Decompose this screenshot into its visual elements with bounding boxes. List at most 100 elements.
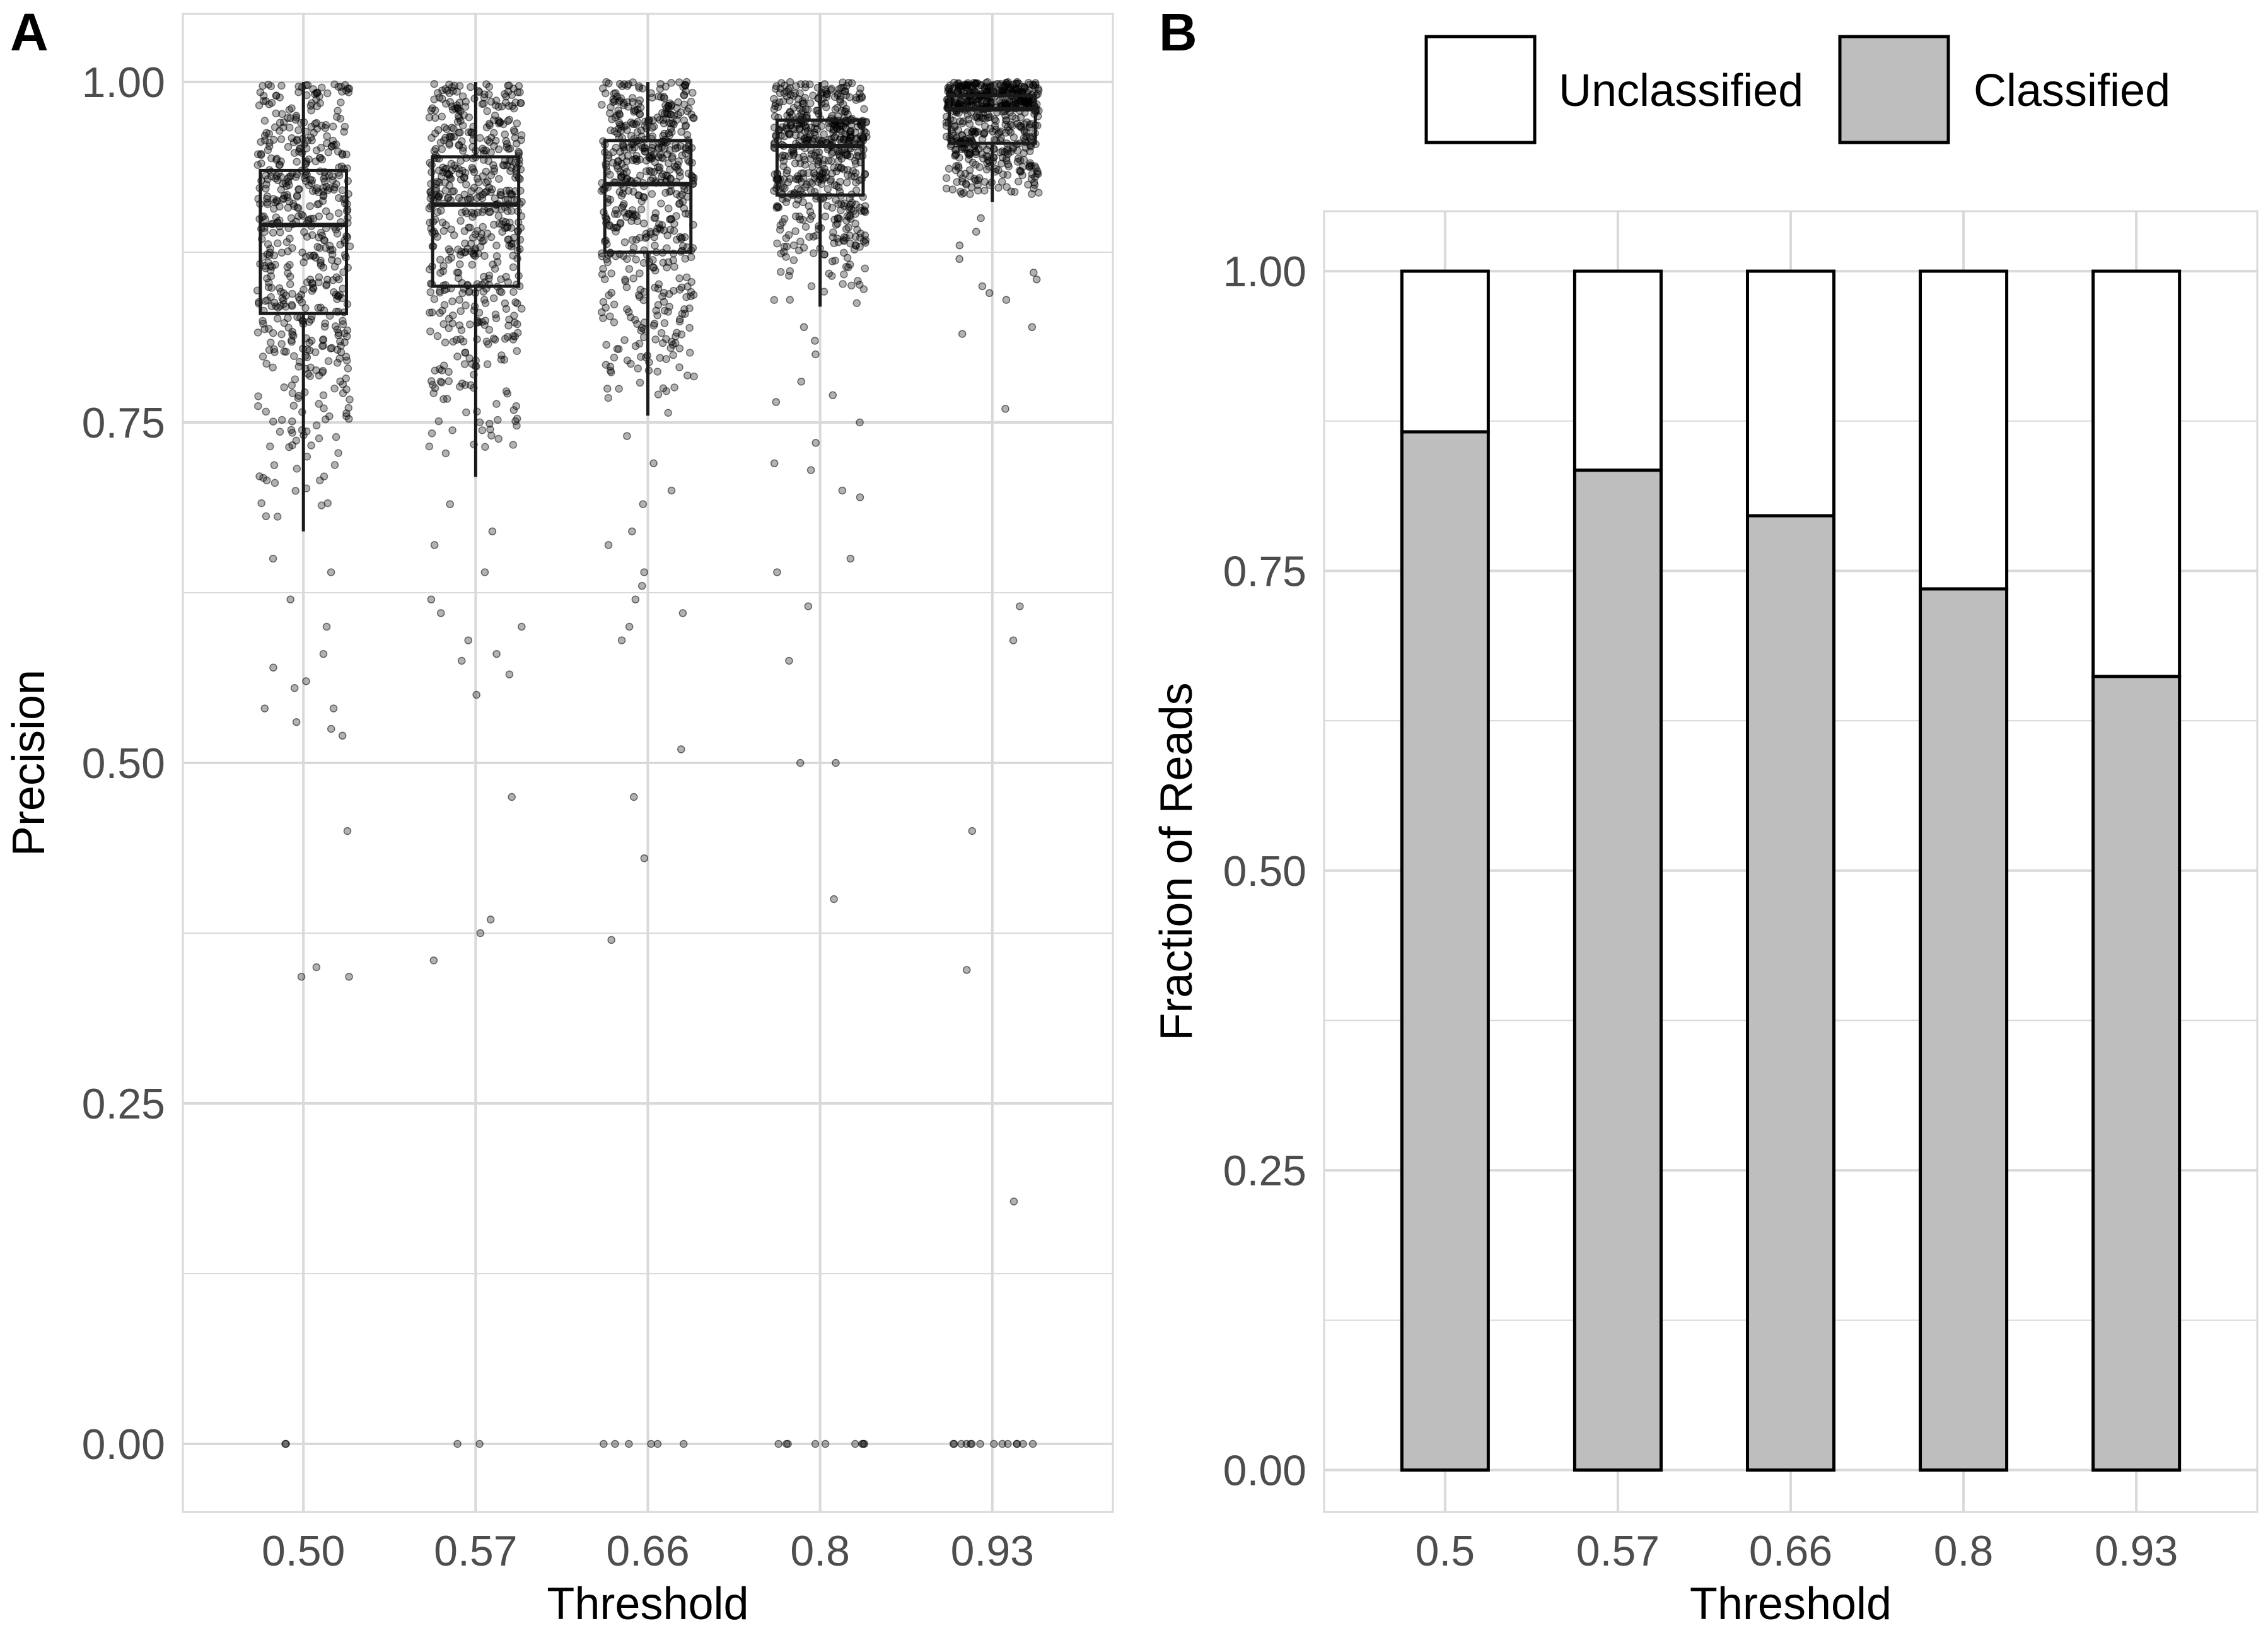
panel-a-jitter-point [284, 323, 293, 332]
panel-a-jitter-point [972, 228, 980, 236]
panel-a-jitter-point [634, 364, 642, 373]
panel-a-jitter-point [439, 262, 448, 270]
panel-a-jitter-point [803, 180, 811, 189]
panel-a-jitter-point [776, 268, 785, 276]
panel-a-jitter-point [277, 248, 286, 257]
panel-a-jitter-point [860, 1439, 869, 1448]
panel-a-jitter-point [654, 153, 663, 161]
panel-a-jitter-point [511, 332, 519, 340]
panel-a-jitter-point [1004, 78, 1012, 86]
panel-a-jitter-point [448, 102, 457, 111]
panel-a-jitter-point [658, 221, 666, 230]
panel-a-jitter-point [508, 164, 516, 172]
panel-a-jitter-point [483, 360, 492, 368]
panel-a-jitter-point [777, 249, 785, 258]
panel-a-jitter-point [680, 305, 689, 313]
panel-a-jitter-point [620, 200, 628, 208]
panel-a-jitter-point [977, 214, 985, 223]
panel-a-jitter-point [996, 148, 1004, 156]
panel-a-jitter-point [962, 966, 971, 974]
panel-a-jitter-point [968, 827, 977, 835]
panel-a-jitter-point [598, 100, 606, 109]
panel-a-jitter-point [475, 1439, 484, 1448]
panel-a-jitter-point [603, 385, 612, 393]
panel-a-jitter-point [613, 223, 622, 231]
panel-a-jitter-point [448, 124, 456, 132]
panel-a-jitter-point [845, 205, 853, 213]
panel-a-jitter-point [617, 636, 626, 644]
panel-a-jitter-point [794, 246, 803, 255]
panel-a-jitter-point [680, 233, 689, 241]
panel-a-jitter-point [685, 349, 694, 357]
panel-a-jitter-point [429, 389, 438, 397]
panel-a-jitter-point [639, 192, 648, 201]
panel-a-jitter-point [312, 963, 321, 972]
panel-a-jitter-point [333, 295, 341, 303]
panel-a-jitter-point [480, 90, 489, 98]
panel-a-jitter-point [1013, 1439, 1021, 1448]
panel-a-jitter-point [450, 187, 458, 195]
panel-a-jitter-point [333, 230, 342, 238]
panel-a-jitter-point [978, 150, 986, 158]
panel-a-jitter-point [329, 122, 337, 131]
panel-a-jitter-point [269, 136, 278, 144]
panel-a-jitter-point [327, 724, 335, 733]
panel-a-jitter-point [288, 429, 296, 437]
panel-a-jitter-point [1035, 189, 1043, 197]
panel-a-jitter-point [823, 185, 832, 193]
panel-a-jitter-point [998, 1439, 1007, 1448]
panel-a-jitter-point [513, 347, 521, 355]
panel-a-jitter-point [799, 174, 808, 182]
panel-a-jitter-point [782, 242, 791, 251]
panel-a-jitter-point [317, 501, 326, 509]
panel-a-jitter-point [492, 136, 500, 145]
panel-a-jitter-point [466, 320, 474, 329]
panel-a-jitter-point [340, 127, 348, 136]
panel-a-jitter-point [491, 310, 500, 319]
panel-a-jitter-point [628, 146, 637, 154]
panel-a-jitter-point [629, 78, 637, 86]
panel-a-jitter-point [637, 581, 646, 590]
panel-a-jitter-point [808, 163, 817, 171]
panel-a-jitter-point [986, 98, 995, 107]
panel-b-y-tick-label: 0.50 [1223, 847, 1306, 895]
panel-a-jitter-point [1032, 164, 1040, 173]
panel-a-jitter-point [781, 184, 789, 192]
panel-a-jitter-point [610, 318, 619, 327]
panel-a-jitter-point [660, 306, 669, 315]
panel-a-jitter-point [318, 197, 327, 206]
panel-a-jitter-point [682, 87, 690, 95]
panel-a-jitter-point [639, 500, 648, 508]
panel-a-jitter-point [656, 84, 665, 93]
panel-a-jitter-point [853, 226, 861, 234]
panel-a-jitter-point [791, 90, 800, 98]
panel-b-bar-classified [1400, 430, 1490, 1472]
panel-a-jitter-point [606, 170, 614, 179]
panel-a-jitter-point [456, 129, 464, 137]
panel-a-jitter-point [428, 381, 437, 389]
panel-a-jitter-point [299, 228, 308, 236]
panel-a-jitter-point [955, 241, 964, 250]
panel-a-jitter-point [1020, 120, 1029, 129]
panel-a-jitter-point [510, 311, 518, 320]
panel-a-jitter-point [293, 136, 301, 144]
panel-a-jitter-point [315, 434, 323, 443]
panel-a-jitter-point [486, 419, 494, 428]
panel-a-jitter-point [305, 346, 314, 354]
panel-a-jitter-point [985, 289, 994, 298]
panel-a-jitter-point [513, 139, 521, 148]
panel-a-jitter-point [835, 147, 844, 156]
panel-a-jitter-point [276, 119, 284, 127]
panel-a-jitter-point [264, 240, 272, 248]
panel-a-jitter-point [1001, 405, 1009, 413]
panel-a-jitter-point [318, 83, 326, 92]
panel-a-jitter-point [807, 282, 816, 291]
panel-a-jitter-point [458, 121, 467, 130]
panel-a-jitter-point [801, 160, 810, 169]
panel-b-bar-classified [1919, 587, 2009, 1472]
panel-a-jitter-point [454, 274, 463, 282]
panel-a-jitter-point [981, 114, 990, 123]
panel-a-jitter-point [945, 165, 953, 173]
panel-a-jitter-point [292, 173, 300, 182]
panel-a-jitter-point [494, 145, 503, 154]
